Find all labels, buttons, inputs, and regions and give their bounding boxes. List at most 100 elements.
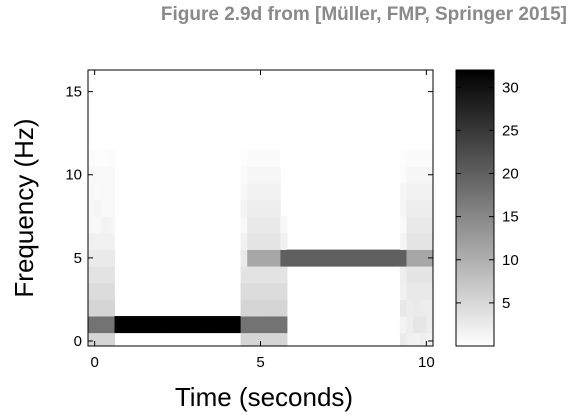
heatmap-cell [88, 149, 96, 167]
heatmap-cell [180, 316, 188, 334]
heatmap-cell [88, 316, 96, 334]
heatmap-cell [419, 249, 427, 267]
heatmap-cell [260, 299, 268, 317]
heatmap-cell [419, 149, 427, 167]
heatmap-cell [413, 316, 421, 334]
heatmap-cell [101, 266, 109, 284]
heatmap-cell [273, 316, 281, 334]
heatmap-cell [280, 232, 288, 250]
heatmap-cell [379, 249, 387, 267]
heatmap-cell [247, 232, 255, 250]
heatmap-cell [273, 149, 281, 167]
heatmap-cell [88, 332, 96, 346]
heatmap-cell [107, 166, 115, 184]
heatmap-cell [399, 166, 407, 184]
heatmap-cell [247, 166, 255, 184]
heatmap-cell [386, 249, 394, 267]
heatmap-cell [101, 232, 109, 250]
heatmap-cell [107, 183, 115, 201]
heatmap-cell [107, 266, 115, 284]
heatmap-cell [399, 149, 407, 167]
heatmap-cell [273, 166, 281, 184]
heatmap-cell [399, 299, 407, 317]
heatmap-cell [273, 183, 281, 201]
heatmap-cell [94, 199, 102, 217]
heatmap-cell [247, 149, 255, 167]
heatmap-cell [413, 266, 421, 284]
heatmap-cell [107, 199, 115, 217]
heatmap-cell [101, 216, 109, 234]
heatmap-cell [280, 299, 288, 317]
heatmap-cell [373, 249, 381, 267]
colorbar-tick-label: 10 [502, 252, 519, 269]
heatmap-cell [406, 249, 414, 267]
heatmap-cell [399, 249, 407, 267]
heatmap-cell [273, 266, 281, 284]
heatmap-cell [253, 299, 261, 317]
heatmap-cell [253, 316, 261, 334]
heatmap-cell [240, 166, 248, 184]
heatmap-cell [267, 149, 275, 167]
heatmap-cell [240, 199, 248, 217]
heatmap-cell [101, 149, 109, 167]
heatmap-cell [114, 316, 122, 334]
heatmap-cell [94, 332, 102, 346]
heatmap-cell [306, 249, 314, 267]
heatmap-cell [253, 216, 261, 234]
heatmap-cell [426, 266, 433, 284]
heatmap-cell [267, 316, 275, 334]
heatmap-cell [260, 199, 268, 217]
heatmap-cell [247, 316, 255, 334]
colorbar-axis: 5 10 15 20 25 30 [456, 79, 519, 312]
heatmap-cell [260, 282, 268, 300]
heatmap-cell [406, 332, 414, 346]
heatmap-cell [240, 266, 248, 284]
heatmap-cell [253, 166, 261, 184]
heatmap-cell [419, 316, 427, 334]
heatmap-cell [413, 199, 421, 217]
heatmap-cell [313, 249, 321, 267]
heatmap-cell [399, 266, 407, 284]
heatmap-cell [340, 249, 348, 267]
x-tick-label: 0 [90, 354, 98, 371]
heatmap-cell [260, 316, 268, 334]
heatmap-cell [419, 332, 427, 346]
heatmap-cell [240, 183, 248, 201]
x-tick-label: 5 [256, 354, 264, 371]
figure-title: Figure 2.9d from [Müller, FMP, Springer … [160, 4, 567, 25]
heatmap-cell [273, 249, 281, 267]
heatmap-cell [273, 232, 281, 250]
heatmap-cell [267, 183, 275, 201]
heatmap-cell [399, 199, 407, 217]
heatmap-cell [247, 216, 255, 234]
heatmap-cell [88, 266, 96, 284]
colorbar [455, 69, 495, 347]
heatmap-cell [101, 183, 109, 201]
heatmap-cell [260, 166, 268, 184]
heatmap-cell [399, 232, 407, 250]
heatmap-cell [406, 282, 414, 300]
heatmap-cell [240, 282, 248, 300]
heatmap-cell [353, 249, 361, 267]
heatmap-cell [413, 166, 421, 184]
heatmap-cell [240, 149, 248, 167]
heatmap-cell [326, 249, 334, 267]
heatmap-cell [240, 232, 248, 250]
heatmap-cell [94, 183, 102, 201]
heatmap-cell [200, 316, 208, 334]
heatmap-cell [406, 149, 414, 167]
heatmap-cell [346, 249, 354, 267]
heatmap-cell [101, 282, 109, 300]
heatmap-cell [280, 316, 288, 334]
heatmap-cell [426, 299, 433, 317]
heatmap-cell [280, 249, 288, 267]
heatmap-cell [426, 282, 433, 300]
colorbar-tick-label: 30 [502, 79, 519, 96]
heatmap-cell [101, 249, 109, 267]
heatmap-cell [399, 282, 407, 300]
x-tick-label: 10 [418, 354, 435, 371]
heatmap-cell [253, 332, 261, 346]
heatmap-cell [253, 149, 261, 167]
heatmap-cell [419, 282, 427, 300]
